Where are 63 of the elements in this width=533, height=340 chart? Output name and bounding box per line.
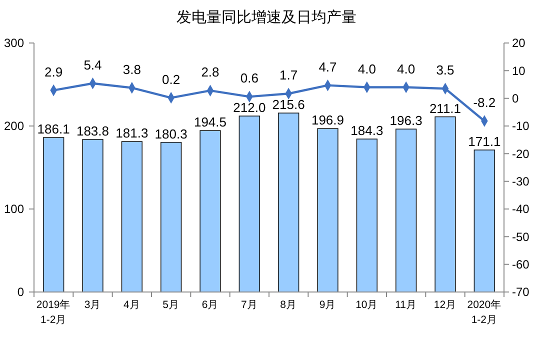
x-tick-label: 6月 <box>202 299 219 311</box>
x-tick-label: 10月 <box>356 299 378 311</box>
data-label: 1.7 <box>280 68 298 83</box>
bar <box>200 130 221 292</box>
data-label: 171.1 <box>468 134 501 149</box>
x-tick-label: 2020年 1-2月 <box>467 299 502 326</box>
data-label: 2.8 <box>201 64 220 80</box>
data-label: 180.3 <box>154 126 188 142</box>
x-tick-label: 2019年 1-2月 <box>36 299 71 326</box>
bar <box>121 141 142 292</box>
y2-tick-label: -40 <box>512 202 530 216</box>
bar <box>82 139 104 292</box>
data-label: 196.3 <box>390 113 422 128</box>
data-label: -8.2 <box>473 95 496 110</box>
y2-tick-label: -10 <box>512 119 530 134</box>
y2-tick-label: -30 <box>512 174 530 189</box>
y-tick-label: 100 <box>4 202 24 216</box>
y-tick-label: 300 <box>4 36 24 50</box>
x-tick-label: 3月 <box>84 299 102 311</box>
data-label: 186.1 <box>37 122 70 137</box>
y2-tick-label: -50 <box>512 230 530 244</box>
data-label: 0.2 <box>162 72 180 87</box>
data-label: 194.5 <box>194 114 227 130</box>
data-label: 212.0 <box>233 100 266 116</box>
y2-tick-label: -70 <box>512 285 530 300</box>
data-label: 4.0 <box>397 61 416 76</box>
bar <box>356 138 378 292</box>
x-tick-label: 5月 <box>162 299 180 311</box>
data-label: 4.0 <box>358 61 376 76</box>
bar <box>317 128 338 292</box>
bar <box>160 142 182 292</box>
chart-title: 发电量同比增速及日均产量 <box>176 9 356 26</box>
bar <box>238 116 260 292</box>
y2-tick-label: 20 <box>512 36 526 50</box>
y2-tick-label: 0 <box>512 92 519 106</box>
y2-tick-label: -20 <box>512 146 530 161</box>
data-label: 4.7 <box>318 59 337 74</box>
y2-tick-label: 10 <box>512 64 526 78</box>
data-label: 196.9 <box>311 112 344 128</box>
x-tick-label: 4月 <box>123 299 140 311</box>
data-label: 184.3 <box>350 123 384 138</box>
data-label: 0.6 <box>240 70 258 86</box>
bar <box>434 116 456 292</box>
data-label: 211.1 <box>429 100 462 116</box>
x-tick-label: 11月 <box>395 299 418 311</box>
x-tick-label: 7月 <box>240 299 258 311</box>
bar <box>474 150 495 292</box>
data-label: 2.9 <box>44 64 63 80</box>
x-tick-label: 9月 <box>319 299 336 311</box>
data-label: 3.5 <box>436 62 454 78</box>
y-tick-label: 0 <box>17 285 24 300</box>
data-label: 183.8 <box>76 123 110 138</box>
bar <box>396 128 417 292</box>
bar <box>278 112 300 292</box>
y-tick-label: 200 <box>4 119 24 134</box>
data-label: 215.6 <box>272 97 305 112</box>
y2-tick-label: -60 <box>512 258 530 272</box>
x-tick-label: 12月 <box>434 299 457 311</box>
data-label: 181.3 <box>116 126 148 141</box>
data-label: 5.4 <box>84 57 102 72</box>
bar <box>43 137 64 292</box>
x-tick-label: 8月 <box>280 299 298 311</box>
data-label: 3.8 <box>122 62 141 77</box>
